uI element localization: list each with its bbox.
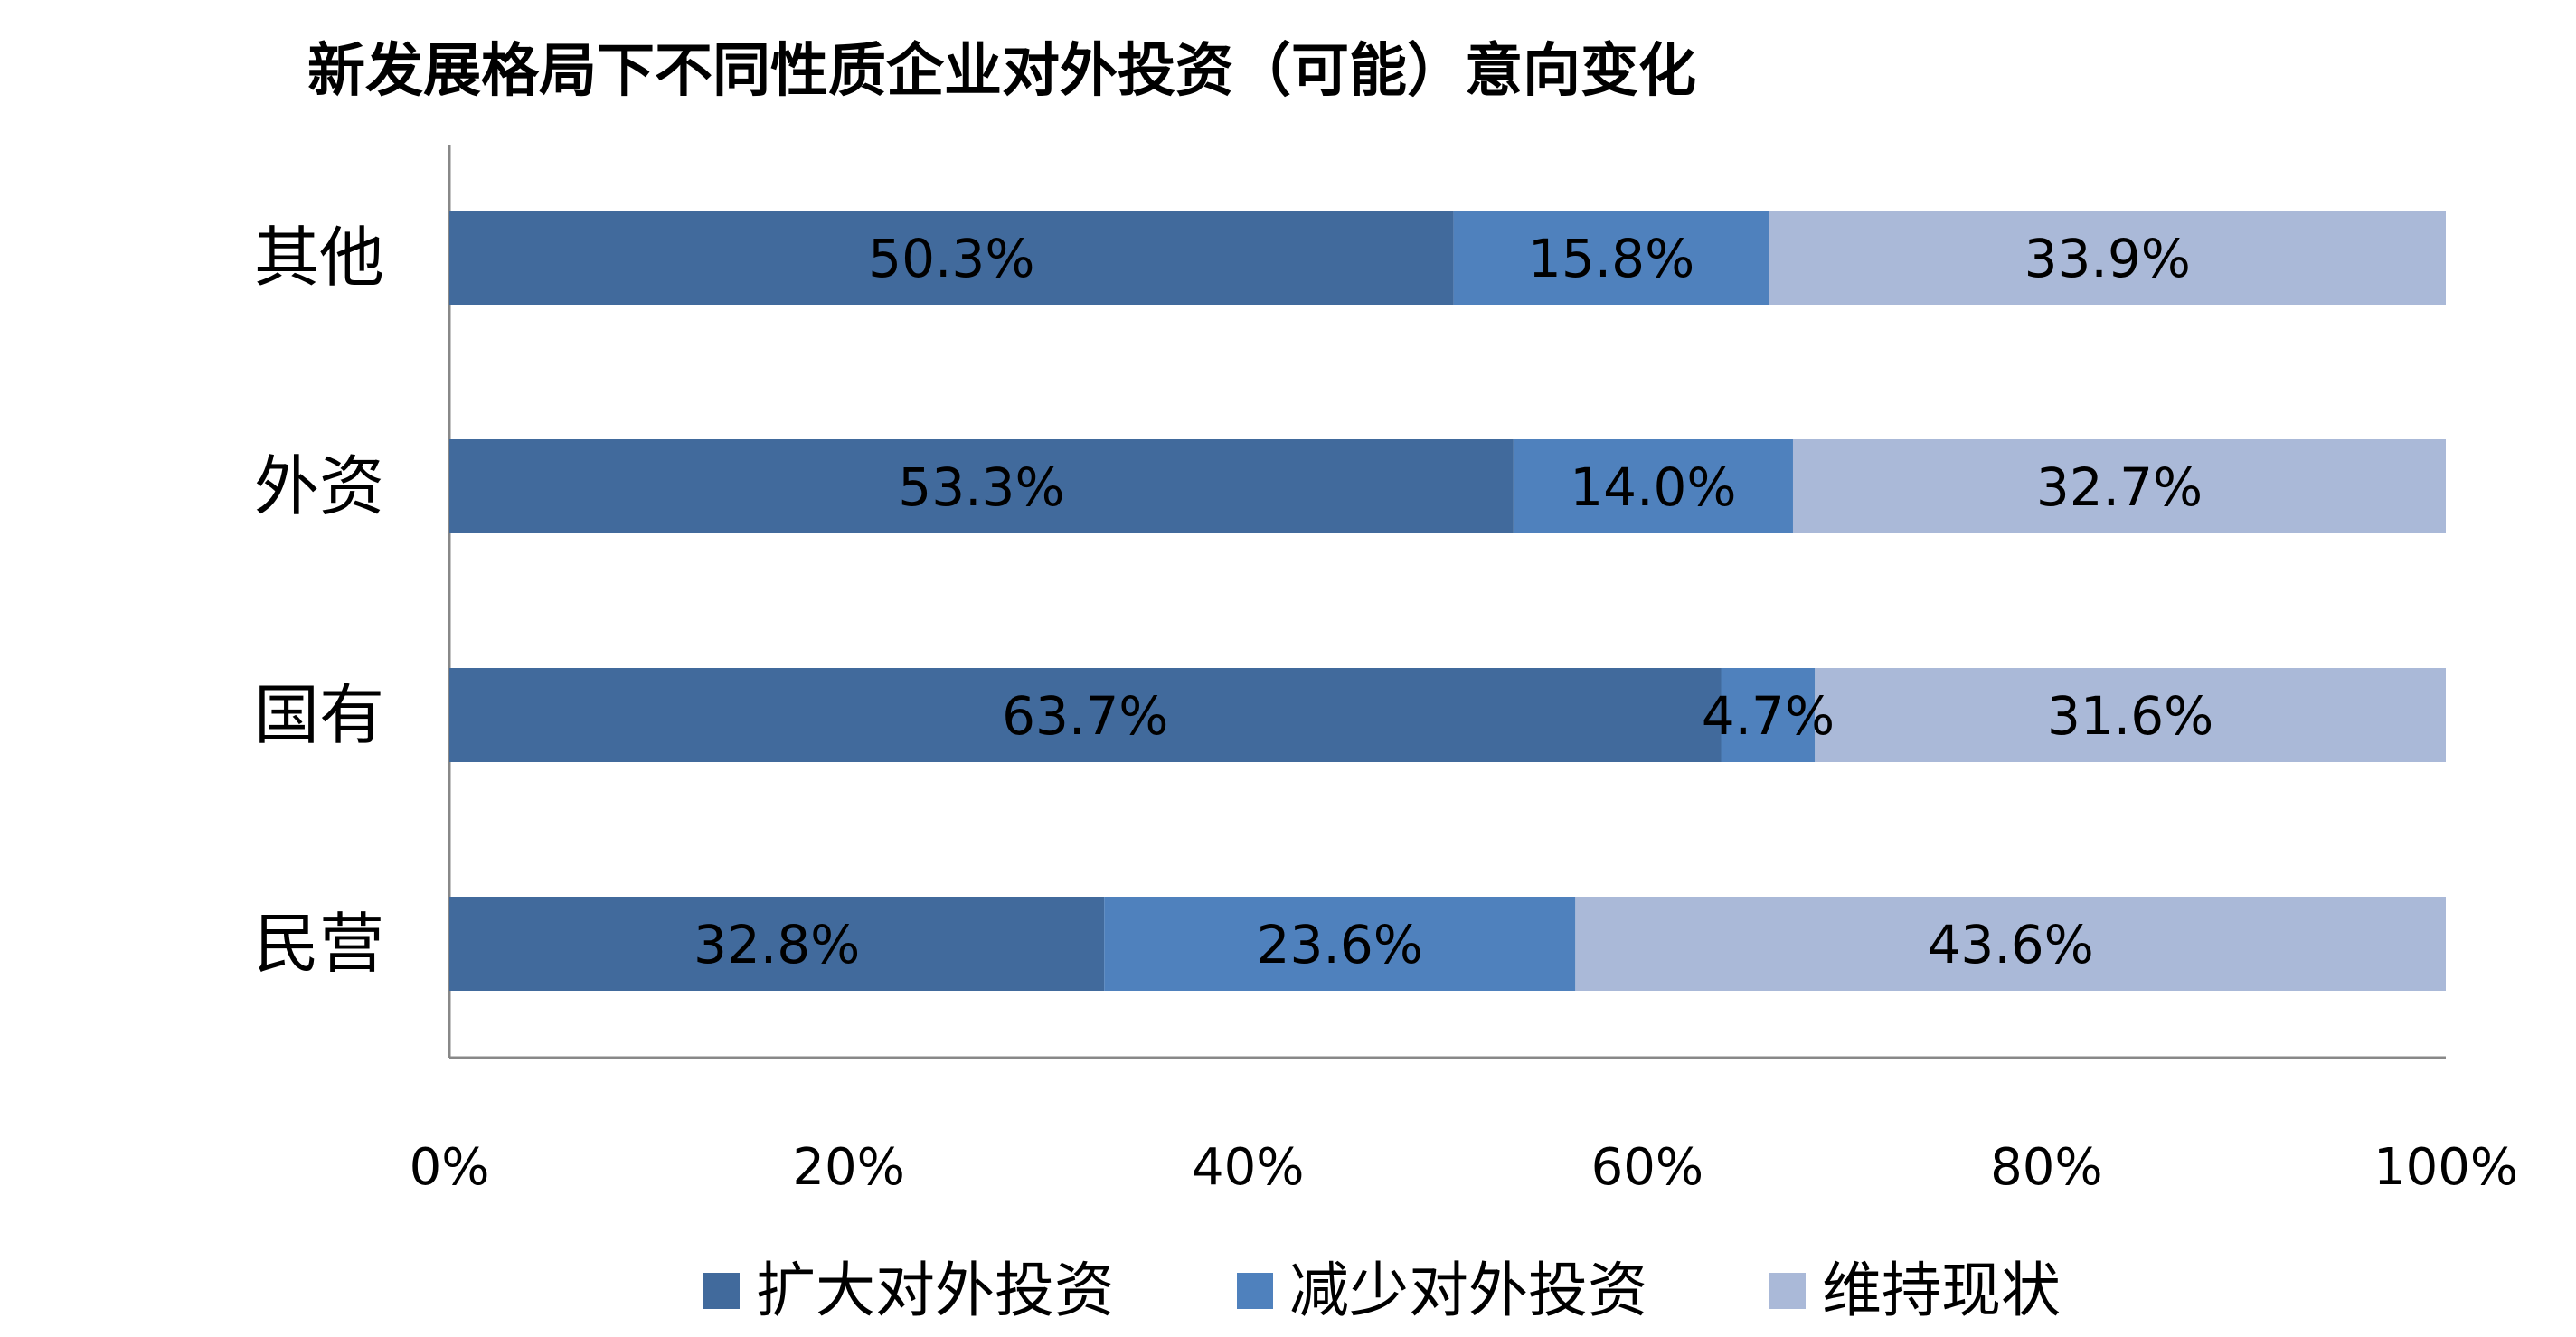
data-label: 4.7% — [1702, 685, 1835, 747]
x-tick-label: 80% — [1990, 1138, 2102, 1197]
bar-segment — [449, 668, 1722, 762]
bar-segment — [1769, 211, 2446, 305]
x-tick-label: 40% — [1192, 1138, 1304, 1197]
bar-segment — [449, 211, 1454, 305]
bar-segment — [1104, 897, 1576, 991]
bar-segment — [1513, 439, 1793, 533]
x-tick-label: 100% — [2373, 1138, 2518, 1197]
bar-segment — [449, 897, 1105, 991]
data-label: 33.9% — [2024, 228, 2191, 289]
legend-label: 减少对外投资 — [1289, 1256, 1647, 1325]
data-label: 23.6% — [1257, 914, 1423, 975]
data-label: 32.8% — [694, 914, 860, 975]
x-tick-label: 60% — [1591, 1138, 1703, 1197]
bars-layer — [449, 211, 2446, 991]
x-tick-label: 20% — [792, 1138, 904, 1197]
category-label: 民营 — [254, 906, 384, 982]
x-tick-label: 0% — [410, 1138, 490, 1197]
data-label: 63.7% — [1002, 685, 1168, 747]
data-label: 50.3% — [868, 228, 1034, 289]
x-tick-labels-layer: 0% 20% 40% 60% 80% 100% — [410, 1138, 2518, 1197]
legend: 扩大对外投资 减少对外投资 维持现状 — [703, 1256, 2061, 1325]
data-label: 15.8% — [1528, 228, 1694, 289]
legend-swatch — [703, 1273, 740, 1309]
legend-swatch — [1769, 1273, 1806, 1309]
data-label: 43.6% — [1928, 914, 2094, 975]
data-labels-layer: 50.3% 15.8% 33.9% 53.3% 14.0% 32.7% 63.7% 4.7% 3… — [694, 228, 2213, 975]
bar-segment — [1815, 668, 2446, 762]
data-label: 32.7% — [2036, 457, 2203, 518]
bar-segment — [1721, 668, 1816, 762]
bar-segment — [1575, 897, 2446, 991]
bar-segment — [1453, 211, 1769, 305]
category-label: 外资 — [254, 448, 384, 524]
legend-label: 扩大对外投资 — [756, 1256, 1114, 1325]
data-label: 53.3% — [898, 457, 1064, 518]
bar-segment — [449, 439, 1514, 533]
chart-title: 新发展格局下不同性质企业对外投资（可能）意向变化 — [307, 38, 1696, 105]
category-label: 其他 — [254, 220, 384, 296]
legend-swatch — [1237, 1273, 1273, 1309]
category-label: 国有 — [254, 677, 384, 753]
data-label: 31.6% — [2047, 685, 2213, 747]
data-label: 14.0% — [1570, 457, 1736, 518]
legend-label: 维持现状 — [1822, 1256, 2061, 1325]
bar-segment — [1792, 439, 2446, 533]
